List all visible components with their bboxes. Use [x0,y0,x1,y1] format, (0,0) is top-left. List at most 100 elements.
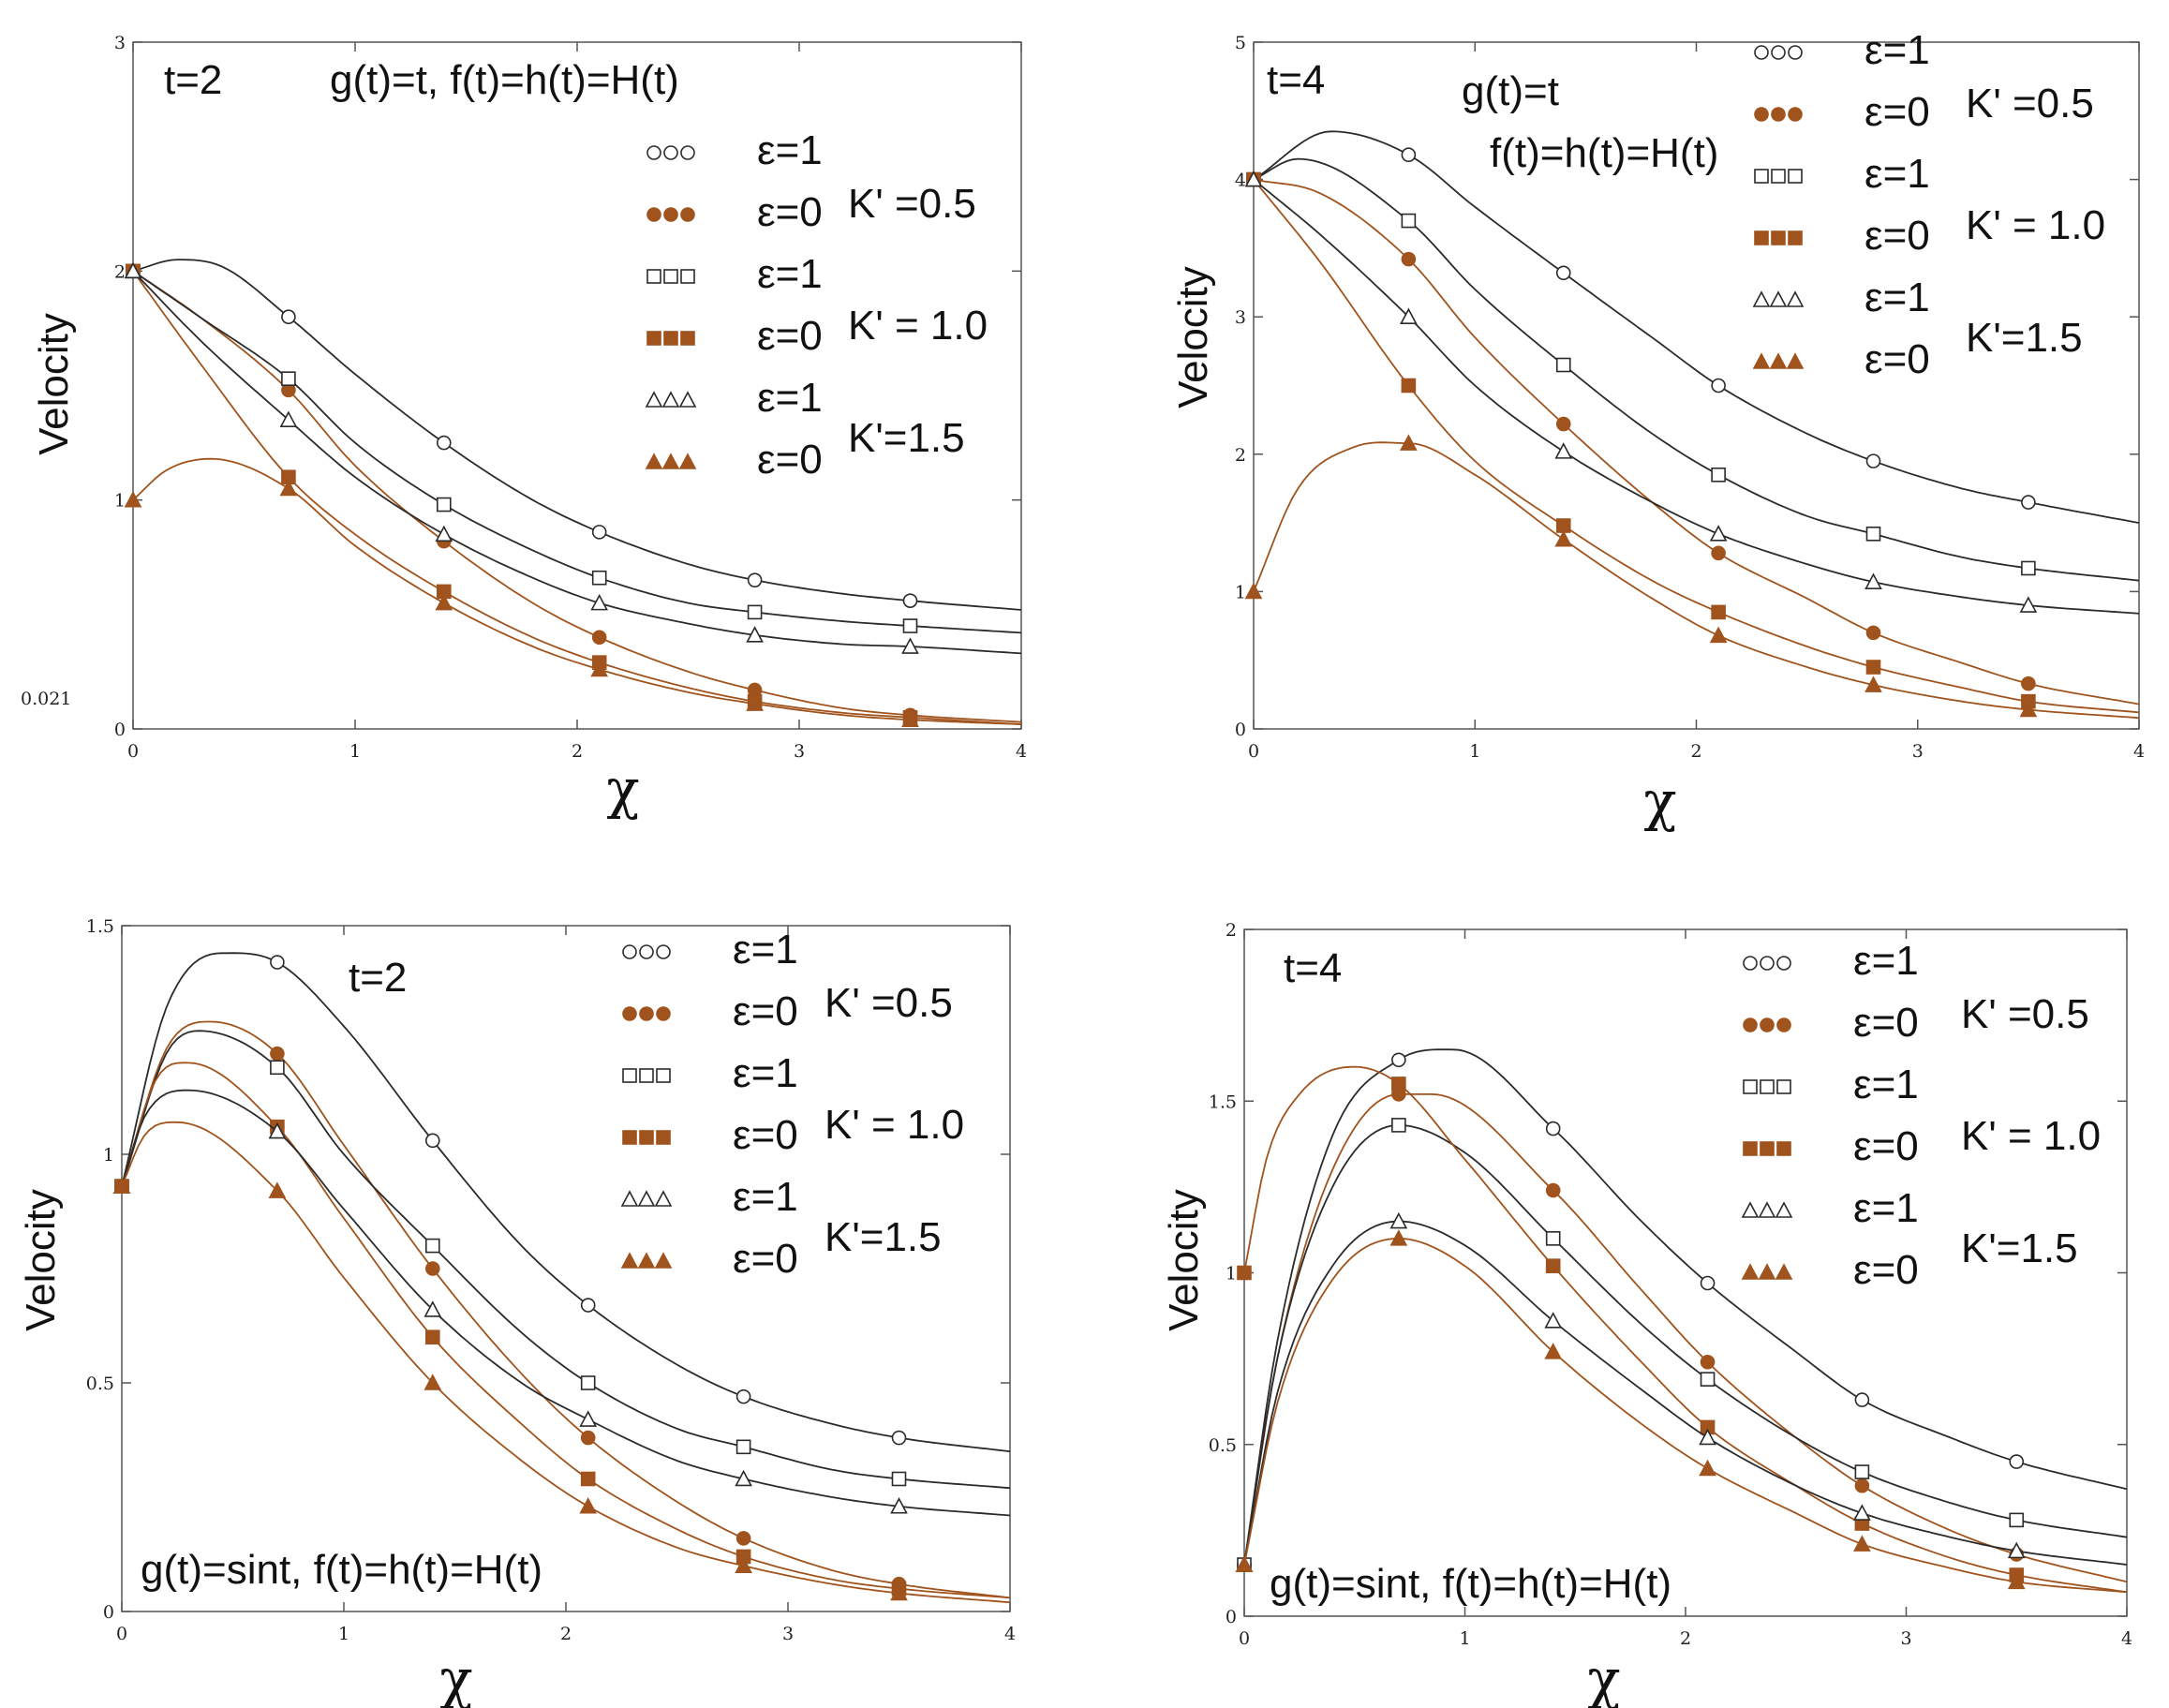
legend-marker [1771,45,1786,60]
legend-marker [678,453,697,469]
series-start-marker-3 [1237,1265,1252,1281]
series-marker-2 [1401,213,1417,229]
series-marker-0 [2021,495,2036,510]
series-marker-0 [747,572,763,587]
legend-marker [1771,169,1786,184]
legend-eps-label: ε=1 [733,927,798,973]
legend-k-label: K'=1.5 [848,415,965,461]
legend-marker [1758,1263,1776,1280]
legend-marker [1788,107,1803,122]
legend-marker [622,1130,637,1145]
series-line-3 [1253,179,2140,714]
x-axis-label: χ [606,757,639,821]
x-tick-label: 0 [116,1624,127,1644]
series-marker-4 [2019,596,2038,613]
series-marker-0 [1391,1052,1406,1068]
series-line-1 [1253,178,2140,705]
legend-marker [1743,1079,1758,1094]
panel-top-left: 0 1 2 3 4 0 1 2 3 0.021 χ Velocity t=2 g(t)=t, f(t)=h… [21,33,1027,821]
series-marker-0 [580,1298,596,1313]
legend-k-label: K' =0.5 [1961,991,2089,1037]
series-marker-2 [1865,527,1881,542]
series-marker-4 [1699,1428,1716,1446]
series-line-0 [1253,130,2140,524]
legend-marker [645,391,663,408]
series-marker-4 [746,626,764,643]
series-marker-4 [1544,1312,1563,1329]
series-line-2 [121,1030,1011,1490]
y-tick-label: 2 [114,261,126,282]
y-tick-label: 0 [114,720,126,740]
y-tick-label: 2 [1235,445,1246,466]
series-marker-2 [270,1060,285,1076]
series-line-0 [132,259,1022,611]
case-label: g(t)=t, f(t)=h(t)=H(t) [330,57,679,103]
legend-k-label: K'=1.5 [1966,315,2083,361]
series-marker-2 [281,371,296,386]
x-tick-label: 0 [1239,1628,1250,1649]
series-marker-4 [1400,307,1418,325]
series-marker-1 [1555,416,1571,432]
legend-marker [1776,1017,1791,1032]
series-line-5 [1253,441,2140,720]
x-tick-label: 0 [127,741,139,762]
legend-marker [639,1068,654,1083]
legend-k-label: K' =0.5 [848,181,976,227]
legend-marker [1776,1141,1791,1156]
legend: ε=1 ε=0 ε=1 ε=0 ε=1 ε=0 K' =0.5 K' = 1.0 K'=1.5 [645,127,988,483]
legend-marker [663,269,678,284]
series-marker-1 [270,1046,285,1062]
legend-eps-label: ε=1 [733,1174,798,1220]
legend-marker [680,331,695,346]
series-marker-0 [1711,378,1726,394]
time-label: t=4 [1284,945,1342,991]
panel-top-right: 0 1 2 3 4 0 1 2 3 4 5 χ Velocity t=4 g(t)=t f(t)=h(t)=H… [1170,27,2145,833]
x-tick-label: 2 [1680,1628,1691,1649]
series-marker-5 [279,479,298,497]
legend-marker [1776,956,1791,971]
series-marker-2 [436,497,452,512]
panel-bottom-right: 0 1 2 3 4 0 0.5 1 1.5 2 χ Velocity t=4 g(t)=sint, f(t… [1161,920,2132,1708]
legend-marker [645,453,663,469]
series-line-5 [121,1121,1011,1604]
legend-marker [1741,1201,1760,1218]
legend-k-label: K' =0.5 [825,980,953,1026]
series-marker-4 [279,410,298,427]
x-tick-label: 2 [1690,741,1701,762]
legend-marker [1743,1017,1758,1032]
x-axis-label: χ [1643,769,1676,833]
series-marker-3 [1545,1258,1561,1273]
series-marker-4 [579,1410,598,1427]
case-label: g(t)=sint, f(t)=h(t)=H(t) [141,1547,542,1593]
y-axis-label: Velocity [1170,266,1216,408]
x-tick-label: 3 [794,741,805,762]
series-marker-4 [1554,442,1573,459]
y-tick-label: 1 [1226,1264,1237,1285]
series-marker-1 [424,1261,440,1276]
series-line-0 [121,952,1011,1453]
series-marker-4 [1853,1504,1871,1521]
series-marker-2 [1711,467,1726,483]
legend-marker [661,453,680,469]
legend-marker [622,1068,637,1083]
legend: ε=1 ε=0 ε=1 ε=0 ε=1 ε=0 K' =0.5 K' = 1.0 K'=1.5 [1752,27,2105,382]
legend-marker [656,1068,671,1083]
series-marker-2 [735,1439,751,1455]
y-extra-label: 0.021 [21,689,71,709]
y-tick-label: 1 [103,1145,114,1166]
legend-marker [639,1130,654,1145]
series-marker-3 [1555,518,1571,533]
series-marker-4 [435,525,453,542]
series-marker-4 [1864,572,1882,589]
legend-marker [680,269,695,284]
y-tick-label: 0 [103,1602,114,1623]
series-marker-1 [1700,1354,1716,1370]
series-line-3 [132,270,1022,725]
series-marker-5 [579,1497,598,1514]
legend-marker [680,207,695,222]
legend-k-label: K' = 1.0 [1961,1113,2101,1159]
case-label: g(t)=sint, f(t)=h(t)=H(t) [1270,1561,1671,1607]
series-marker-4 [901,637,919,654]
time-label: t=2 [349,955,407,1001]
series-marker-4 [1709,525,1728,542]
